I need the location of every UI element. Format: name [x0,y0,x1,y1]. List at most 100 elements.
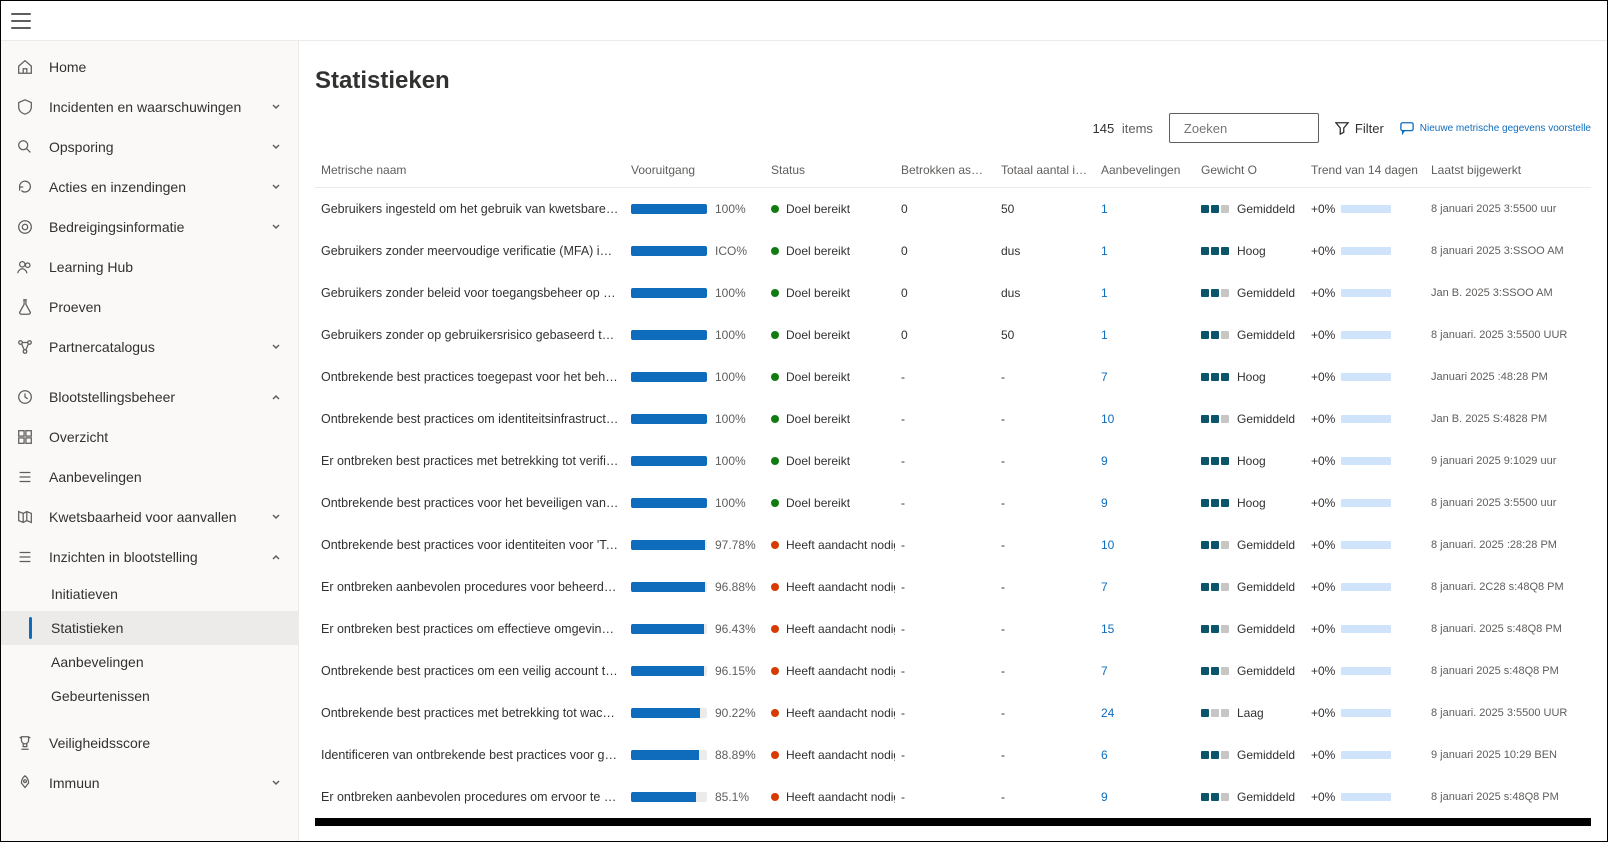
sidebar-subitem-12-2[interactable]: Aanbevelingen [1,645,298,679]
sidebar-item-10[interactable]: Aanbevelingen [1,457,298,497]
progress-bar [631,246,707,256]
assets-cell: - [895,734,995,776]
recommendations-cell[interactable]: 6 [1095,734,1195,776]
weight-box-icon [1221,247,1229,255]
weight-box-icon [1201,247,1209,255]
status-label: Doel bereikt [786,370,850,384]
table-row[interactable]: Ontbrekende best practices voor het beve… [315,482,1591,524]
table-row[interactable]: Ontbrekende best practices toegepast voo… [315,356,1591,398]
weight-box-icon [1211,373,1219,381]
recommendations-cell[interactable]: 7 [1095,356,1195,398]
updated-cell: 9 januari 2025 10:29 BEN [1425,734,1591,776]
sidebar-item-1[interactable]: Incidenten en waarschuwingen [1,87,298,127]
column-header[interactable]: Totaal aantal items [995,153,1095,188]
sidebar-subitem-12-0[interactable]: Initiatieven [1,577,298,611]
menu-toggle-icon[interactable] [11,13,31,29]
progress-cell: 85.1% [625,776,765,818]
column-header[interactable]: Status [765,153,895,188]
sidebar-item-0[interactable]: Home [1,47,298,87]
recommendations-cell[interactable]: 15 [1095,608,1195,650]
sidebar-item-6[interactable]: Proeven [1,287,298,327]
table-row[interactable]: Ontbrekende best practices voor identite… [315,524,1591,566]
sidebar-item-4[interactable]: Bedreigingsinformatie [1,207,298,247]
progress-bar [631,540,707,550]
sidebar-item-14[interactable]: Immuun [1,763,298,803]
status-label: Heeft aandacht nodig [786,706,895,720]
progress-text: 100% [715,370,746,384]
total-cell: - [995,608,1095,650]
suggest-link[interactable]: Nieuwe metrische gegevens voorstelle [1400,121,1591,135]
table-row[interactable]: Identificeren van ontbrekende best pract… [315,734,1591,776]
recommendations-cell[interactable]: 10 [1095,398,1195,440]
recommendations-cell[interactable]: 7 [1095,650,1195,692]
recommendations-cell[interactable]: 9 [1095,482,1195,524]
recommendations-cell[interactable]: 10 [1095,524,1195,566]
trend-cell: +0% [1305,524,1425,566]
weight-box-icon [1221,709,1229,717]
sidebar-subitem-12-3[interactable]: Gebeurtenissen [1,679,298,713]
column-header[interactable]: Gewicht O [1195,153,1305,188]
weight-label: Gemiddeld [1237,286,1295,300]
sidebar-subitem-12-1[interactable]: Statistieken [1,611,298,645]
sidebar-item-11[interactable]: Kwetsbaarheid voor aanvallen [1,497,298,537]
table-row[interactable]: Gebruikers ingesteld om het gebruik van … [315,188,1591,231]
progress-bar [631,582,707,592]
column-header[interactable]: Metrische naam [315,153,625,188]
column-header[interactable]: Vooruitgang [625,153,765,188]
sidebar-item-7[interactable]: Partnercatalogus [1,327,298,367]
recommendations-cell[interactable]: 1 [1095,188,1195,231]
metric-name: Gebruikers zonder op gebruikersrisico ge… [315,314,625,356]
recommendations-cell[interactable]: 1 [1095,230,1195,272]
table-row[interactable]: Ontbrekende best practices om identiteit… [315,398,1591,440]
recommendations-cell[interactable]: 1 [1095,314,1195,356]
column-header[interactable]: Aanbevelingen [1095,153,1195,188]
sidebar-item-8[interactable]: Blootstellingsbeheer [1,377,298,417]
recommendations-cell[interactable]: 9 [1095,440,1195,482]
recommendations-cell[interactable]: 1 [1095,272,1195,314]
sidebar-item-12[interactable]: Inzichten in blootstelling [1,537,298,577]
status-cell: Doel bereikt [765,440,895,482]
table-body: Gebruikers ingesteld om het gebruik van … [315,188,1591,819]
progress-text: 100% [715,496,746,510]
table-row[interactable]: Gebruikers zonder meervoudige verificati… [315,230,1591,272]
sidebar-item-label: Opsporing [49,139,268,155]
recommendations-cell[interactable]: 7 [1095,566,1195,608]
progress-bar [631,456,707,466]
sidebar-item-label: Overzicht [49,429,268,445]
weight-box-icon [1221,331,1229,339]
table-row[interactable]: Er ontbreken best practices om effectiev… [315,608,1591,650]
table-row[interactable]: Ontbrekende best practices met betrekkin… [315,692,1591,734]
sidebar-item-2[interactable]: Opsporing [1,127,298,167]
sidebar-item-3[interactable]: Acties en inzendingen [1,167,298,207]
weight-box-icon [1211,247,1219,255]
sidebar-item-9[interactable]: Overzicht [1,417,298,457]
column-header[interactable]: Laatst bijgewerkt [1425,153,1591,188]
assets-cell: 0 [895,188,995,231]
trend-text: +0% [1311,706,1335,720]
weight-label: Hoog [1237,244,1266,258]
table-row[interactable]: Ontbrekende best practices om een veilig… [315,650,1591,692]
column-header[interactable]: Trend van 14 dagen [1305,153,1425,188]
threat-icon [15,217,35,237]
metric-name: Er ontbreken best practices om effectiev… [315,608,625,650]
trend-bar-icon [1341,583,1391,591]
status-dot-icon [771,625,779,633]
sidebar-item-5[interactable]: Learning Hub [1,247,298,287]
table-row[interactable]: Er ontbreken best practices met betrekki… [315,440,1591,482]
search-input[interactable] [1184,121,1360,136]
column-header[interactable]: Betrokken assets Cj [895,153,995,188]
table-row[interactable]: Er ontbreken aanbevolen procedures voor … [315,566,1591,608]
table-row[interactable]: Er ontbreken aanbevolen procedures om er… [315,776,1591,818]
table-row[interactable]: Gebruikers zonder beleid voor toegangsbe… [315,272,1591,314]
filter-button[interactable]: Filter [1335,121,1384,136]
status-dot-icon [771,793,779,801]
total-cell: - [995,440,1095,482]
rocket-icon [15,773,35,793]
recommendations-cell[interactable]: 9 [1095,776,1195,818]
sidebar-item-13[interactable]: Veiligheidsscore [1,723,298,763]
recommendations-cell[interactable]: 24 [1095,692,1195,734]
table-row[interactable]: Gebruikers zonder op gebruikersrisico ge… [315,314,1591,356]
weight-box-icon [1211,793,1219,801]
search-box[interactable] [1169,113,1319,143]
weight-box-icon [1201,457,1209,465]
